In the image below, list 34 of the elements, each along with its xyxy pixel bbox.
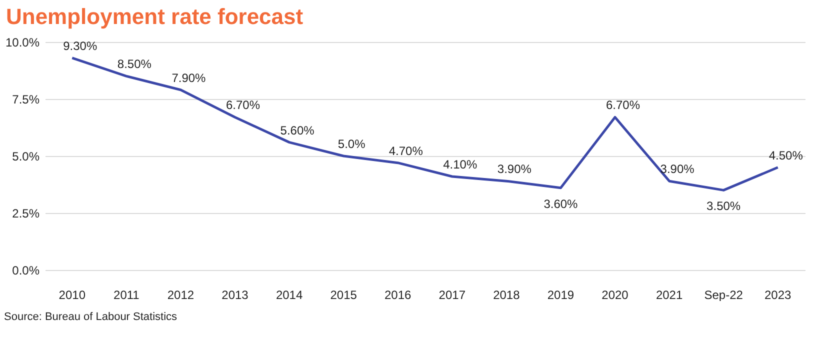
y-tick-label: 0.0% [12, 264, 40, 278]
x-tick-label: 2014 [276, 288, 303, 302]
data-label: 4.70% [388, 144, 424, 158]
x-tick-label: 2018 [493, 288, 520, 302]
data-label: 6.70% [226, 98, 260, 112]
x-tick-label: 2017 [438, 288, 466, 302]
x-tick-label: 2013 [222, 288, 249, 302]
x-tick-label: 2011 [114, 288, 140, 302]
x-tick-label: 2020 [602, 288, 629, 302]
data-label: 3.90% [497, 162, 532, 176]
chart-title: Unemployment rate forecast [5, 3, 304, 31]
y-tick-label: 10.0% [5, 36, 40, 50]
x-tick-label: 2019 [547, 288, 574, 302]
y-tick-label: 2.5% [12, 206, 40, 220]
data-label: 3.60% [544, 196, 578, 211]
data-label: 4.50% [768, 148, 804, 162]
x-tick-label: 2015 [330, 288, 358, 302]
data-label: 9.30% [63, 38, 98, 53]
data-label: 5.0% [338, 137, 366, 151]
y-tick-label: 7.5% [12, 92, 40, 106]
x-tick-label: 2010 [58, 288, 86, 302]
x-tick-label: 2021 [656, 288, 683, 302]
x-tick-label: 2012 [167, 288, 194, 302]
data-label: 5.60% [280, 123, 315, 138]
data-label: 4.10% [443, 158, 478, 172]
y-tick-label: 5.0% [12, 150, 40, 164]
x-tick-label: 2016 [384, 288, 412, 302]
data-label: 6.70% [606, 98, 640, 112]
data-label: 8.50% [117, 57, 152, 72]
data-label: 7.90% [172, 70, 206, 85]
data-label: 3.90% [660, 162, 695, 176]
data-label: 3.50% [706, 199, 741, 214]
x-tick-label: 2023 [764, 288, 792, 302]
source-note: Source: Bureau of Labour Statistics [3, 310, 178, 323]
